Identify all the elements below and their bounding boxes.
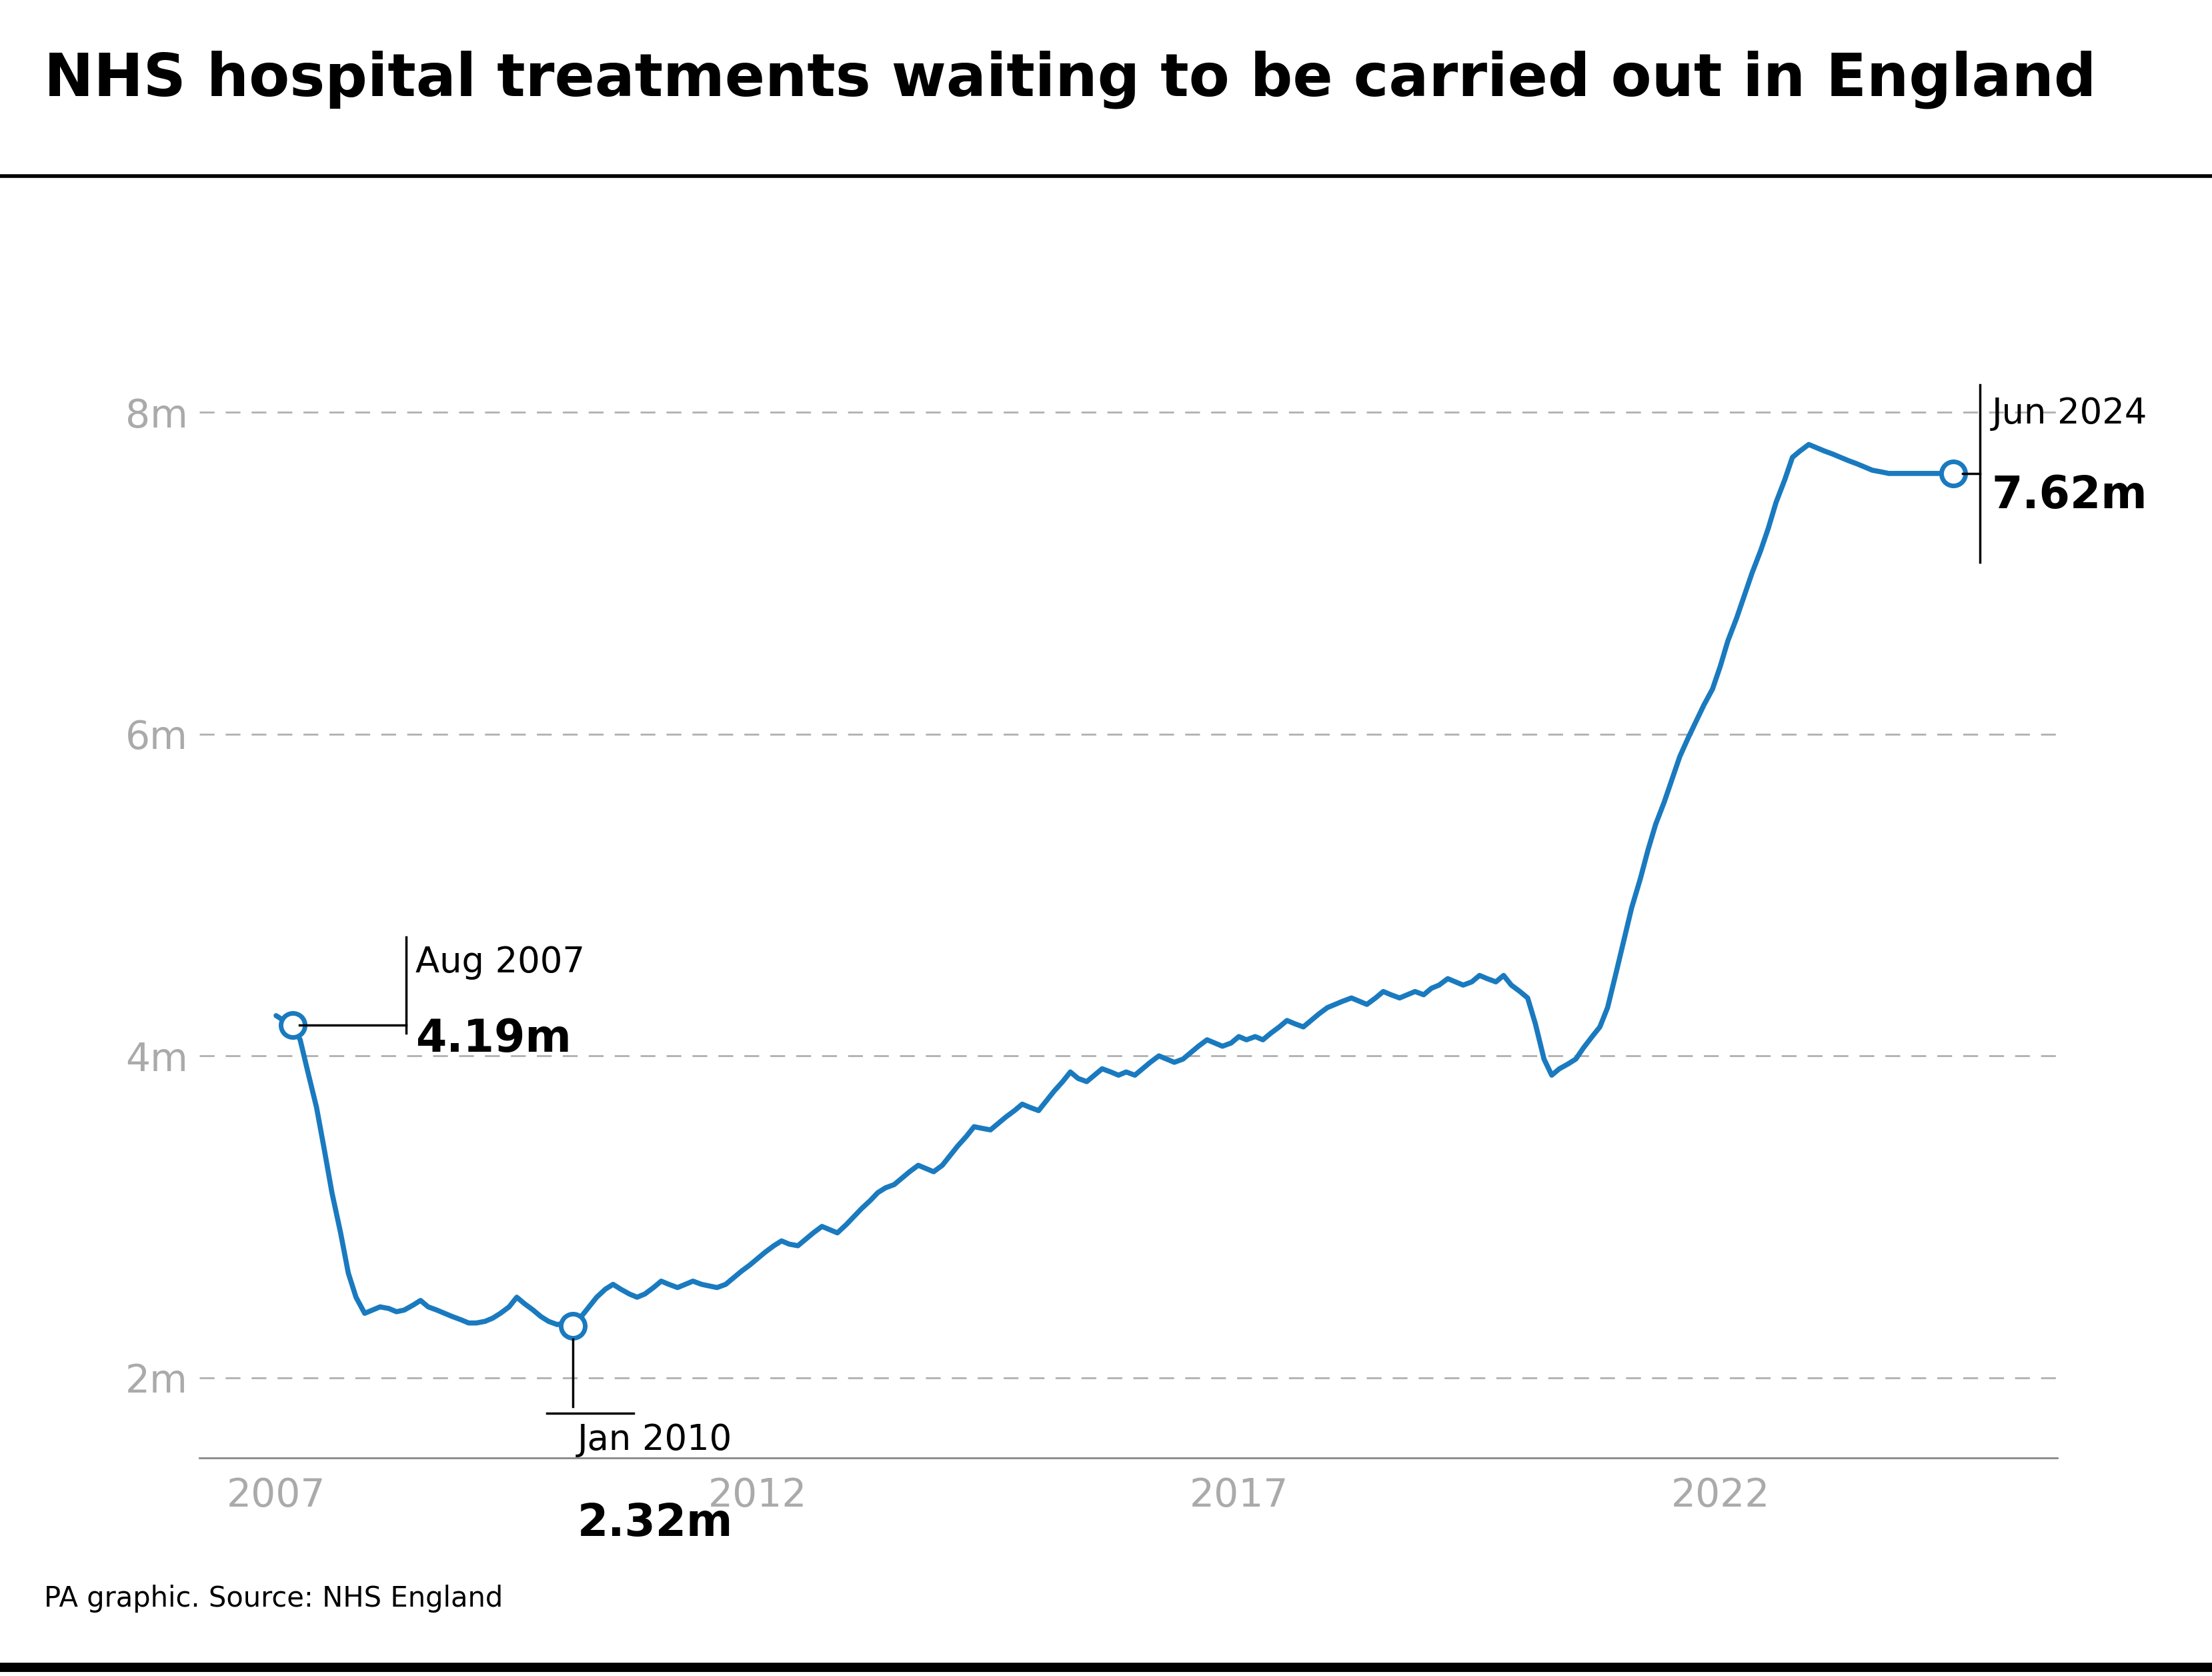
Text: 2.32m: 2.32m [577, 1502, 732, 1545]
Text: Aug 2007: Aug 2007 [416, 945, 586, 979]
Text: Jun 2024: Jun 2024 [1991, 396, 2148, 431]
Text: 7.62m: 7.62m [1991, 473, 2148, 518]
Text: 4.19m: 4.19m [416, 1017, 571, 1061]
Text: Jan 2010: Jan 2010 [577, 1423, 732, 1458]
Text: NHS hospital treatments waiting to be carried out in England: NHS hospital treatments waiting to be ca… [44, 50, 2097, 109]
Text: PA graphic. Source: NHS England: PA graphic. Source: NHS England [44, 1584, 502, 1612]
